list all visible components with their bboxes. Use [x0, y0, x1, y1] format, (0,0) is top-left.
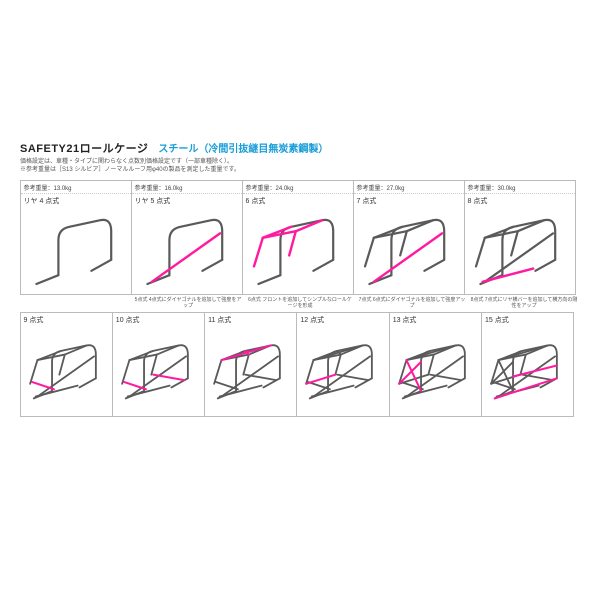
title-sub: スチール（冷間引抜継目無炭素鋼製）: [158, 140, 328, 155]
diagram-area: [113, 326, 204, 416]
points-label: 8 点式: [465, 194, 575, 207]
cage-diagram: [390, 326, 481, 416]
points-label: リヤ 4 点式: [21, 194, 131, 207]
grid-row-2: 9 点式10 点式11 点式12 点式13 点式15 点式: [20, 313, 580, 417]
diagram-area: [243, 207, 353, 295]
points-label: 12 点式: [297, 313, 388, 326]
cage-diagram: [132, 207, 242, 295]
grid-cell: 参考重量：27.0kg7 点式: [353, 180, 465, 295]
header-line-2: ※参考重量は［S13 シルビア］ノーマルルーフ用φ40の製品を測定した重量です。: [20, 166, 580, 174]
header-line-1: 価格設定は、車種・タイプに関わらなく点数別価格設定です（一部車種除く）。: [20, 158, 580, 166]
diagram-area: [205, 326, 296, 416]
diagram-area: [21, 326, 112, 416]
diagram-area: [297, 326, 388, 416]
product-grid: 参考重量：13.0kgリヤ 4 点式参考重量：16.0kgリヤ 5 点式参考重量…: [20, 181, 580, 417]
grid-cell: 11 点式: [204, 312, 297, 417]
points-label: 15 点式: [482, 313, 573, 326]
grid-cell: 13 点式: [389, 312, 482, 417]
caption-row-1: 5点式 4点式にダイヤゴナルを追加して強度をアップ6点式 フロントを追加してシン…: [20, 295, 580, 313]
weight-label: 参考重量：24.0kg: [243, 181, 353, 194]
weight-label: 参考重量：27.0kg: [354, 181, 464, 194]
grid-cell: 参考重量：30.0kg8 点式: [464, 180, 576, 295]
header-lines: 価格設定は、車種・タイプに関わらなく点数別価格設定です（一部車種除く）。 ※参考…: [20, 158, 580, 175]
title-main: SAFETY21ロールケージ: [20, 140, 148, 156]
grid-cell: 参考重量：16.0kgリヤ 5 点式: [131, 180, 243, 295]
cage-diagram: [21, 326, 112, 416]
cage-diagram: [205, 326, 296, 416]
page: SAFETY21ロールケージ スチール（冷間引抜継目無炭素鋼製） 価格設定は、車…: [0, 0, 600, 600]
points-label: 10 点式: [113, 313, 204, 326]
cage-diagram: [482, 326, 573, 416]
cell-caption: 7点式 6点式にダイヤゴナルを追加して強度アップ: [356, 295, 468, 313]
weight-label: 参考重量：30.0kg: [465, 181, 575, 194]
cell-caption: 8点式 7点式にリヤ横バーを追加して横方向の剛性をアップ: [468, 295, 580, 313]
header-block: SAFETY21ロールケージ スチール（冷間引抜継目無炭素鋼製） 価格設定は、車…: [20, 140, 580, 175]
points-label: 11 点式: [205, 313, 296, 326]
title-row: SAFETY21ロールケージ スチール（冷間引抜継目無炭素鋼製）: [20, 140, 580, 156]
grid-cell: 参考重量：13.0kgリヤ 4 点式: [20, 180, 132, 295]
grid-cell: 9 点式: [20, 312, 113, 417]
weight-label: 参考重量：13.0kg: [21, 181, 131, 194]
grid-cell: 参考重量：24.0kg6 点式: [242, 180, 354, 295]
cell-caption: 5点式 4点式にダイヤゴナルを追加して強度をアップ: [132, 295, 244, 313]
points-label: 13 点式: [390, 313, 481, 326]
cage-diagram: [113, 326, 204, 416]
cage-diagram: [354, 207, 464, 295]
points-label: リヤ 5 点式: [132, 194, 242, 207]
diagram-area: [132, 207, 242, 295]
diagram-area: [390, 326, 481, 416]
points-label: 9 点式: [21, 313, 112, 326]
cage-diagram: [297, 326, 388, 416]
points-label: 7 点式: [354, 194, 464, 207]
grid-cell: 10 点式: [112, 312, 205, 417]
cage-diagram: [21, 207, 131, 295]
diagram-area: [482, 326, 573, 416]
diagram-area: [465, 207, 575, 295]
grid-cell: 12 点式: [296, 312, 389, 417]
grid-row-1: 参考重量：13.0kgリヤ 4 点式参考重量：16.0kgリヤ 5 点式参考重量…: [20, 181, 580, 295]
points-label: 6 点式: [243, 194, 353, 207]
cell-caption: [20, 295, 132, 313]
cage-diagram: [465, 207, 575, 295]
grid-cell: 15 点式: [481, 312, 574, 417]
weight-label: 参考重量：16.0kg: [132, 181, 242, 194]
diagram-area: [21, 207, 131, 295]
cage-diagram: [243, 207, 353, 295]
diagram-area: [354, 207, 464, 295]
cell-caption: 6点式 フロントを追加してシンプルなロールケージを形成: [244, 295, 356, 313]
